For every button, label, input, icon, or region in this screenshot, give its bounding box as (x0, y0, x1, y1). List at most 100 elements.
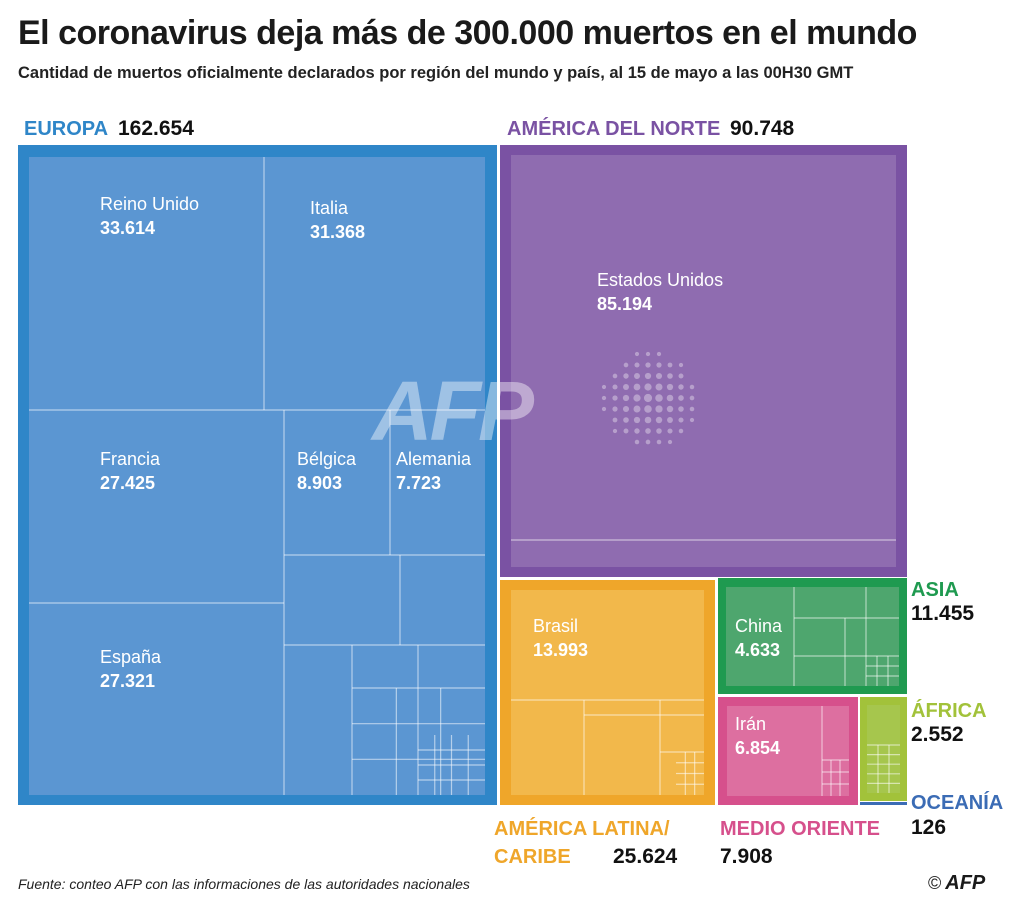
region-value-oceania: 126 (911, 816, 946, 839)
region-name-america-latina-2: CARIBE (494, 846, 571, 868)
globe-dot (612, 384, 618, 390)
globe-dot (645, 351, 651, 357)
region-oceania-bar (860, 802, 907, 805)
globe-dot (634, 351, 640, 357)
globe-dot (678, 384, 684, 390)
country-value-belgica: 8.903 (297, 473, 342, 493)
globe-dot (666, 383, 674, 391)
globe-dot (645, 439, 651, 445)
region-value-america-latina: 25.624 (613, 845, 678, 868)
country-name-francia: Francia (100, 449, 161, 469)
globe-dot (612, 417, 618, 423)
region-name-africa: ÁFRICA (911, 699, 987, 722)
country-name-china: China (735, 616, 783, 636)
country-name-italia: Italia (310, 198, 349, 218)
country-value-italia: 31.368 (310, 222, 365, 242)
source-note: Fuente: conteo AFP con las informaciones… (18, 876, 470, 892)
region-name-asia: ASIA (911, 579, 959, 601)
globe-dot (655, 416, 663, 424)
afp-watermark: AFP (370, 364, 535, 458)
region-value-africa: 2.552 (911, 723, 964, 746)
globe-dot (667, 362, 673, 368)
country-value-francia: 27.425 (100, 473, 155, 493)
globe-dot (645, 362, 651, 368)
globe-dot (655, 405, 663, 413)
globe-dot (633, 416, 641, 424)
globe-dot (643, 393, 653, 403)
region-medio-oriente-fill (727, 706, 849, 796)
globe-dot (666, 405, 674, 413)
region-asia-fill (726, 587, 899, 686)
globe-dot (623, 428, 629, 434)
globe-dot (678, 395, 684, 401)
region-value-europa: 162.654 (118, 117, 194, 140)
region-name-oceania: OCEANÍA (911, 791, 1003, 814)
globe-dot (678, 373, 684, 379)
globe-dot (678, 417, 684, 423)
region-name-america-norte: AMÉRICA DEL NORTE (507, 117, 720, 140)
afp-logo: AFP (945, 872, 986, 894)
globe-dot (634, 439, 640, 445)
globe-dot (623, 362, 629, 368)
region-name-europa: EUROPA (24, 118, 108, 140)
globe-dot (622, 405, 630, 413)
country-value-china: 4.633 (735, 640, 780, 660)
country-value-iran: 6.854 (735, 738, 780, 758)
globe-dot (689, 417, 695, 423)
globe-dot (678, 428, 684, 434)
region-america-norte-fill (511, 155, 896, 567)
globe-dot (634, 362, 640, 368)
globe-dot (644, 405, 652, 413)
page-subtitle: Cantidad de muertos oficialmente declara… (18, 64, 854, 82)
afp-watermark-globe (601, 351, 695, 445)
region-value-america-norte: 90.748 (730, 117, 795, 140)
globe-dot (645, 428, 651, 434)
globe-dot (689, 406, 695, 412)
globe-dot (633, 405, 641, 413)
globe-dot (612, 406, 618, 412)
globe-dot (634, 428, 640, 434)
globe-dot (601, 406, 607, 412)
globe-dot (655, 372, 663, 380)
globe-dot (667, 428, 673, 434)
region-africa-fill (867, 705, 900, 793)
globe-dot (678, 362, 684, 368)
region-europa-fill (29, 157, 485, 795)
page-title: El coronavirus deja más de 300.000 muert… (18, 14, 917, 52)
country-name-estados-unidos: Estados Unidos (597, 270, 723, 290)
globe-dot (656, 428, 662, 434)
region-value-medio-oriente: 7.908 (720, 845, 773, 868)
globe-dot (623, 384, 629, 390)
globe-dot (656, 362, 662, 368)
globe-dot (655, 383, 663, 391)
country-value-estados-unidos: 85.194 (597, 294, 652, 314)
country-name-alemania: Alemania (396, 449, 472, 469)
copyright-symbol: © (928, 873, 942, 893)
globe-dot (667, 439, 673, 445)
globe-dot (612, 373, 618, 379)
globe-dot (689, 384, 695, 390)
country-value-alemania: 7.723 (396, 473, 441, 493)
globe-dot (634, 373, 640, 379)
globe-dot (655, 394, 663, 402)
globe-dot (689, 395, 695, 401)
globe-dot (656, 351, 662, 357)
globe-dot (644, 372, 652, 380)
globe-dot (633, 383, 641, 391)
globe-dot (622, 394, 630, 402)
globe-dot (612, 428, 618, 434)
country-name-belgica: Bélgica (297, 449, 357, 469)
globe-dot (667, 417, 673, 423)
country-name-iran: Irán (735, 714, 766, 734)
globe-dot (601, 384, 607, 390)
country-value-reino-unido: 33.614 (100, 218, 155, 238)
region-name-medio-oriente: MEDIO ORIENTE (720, 818, 880, 840)
globe-dot (612, 395, 618, 401)
credit: © AFP (928, 872, 985, 895)
globe-dot (633, 394, 641, 402)
globe-dot (667, 373, 673, 379)
region-america-latina-fill (511, 590, 704, 795)
country-value-espana: 27.321 (100, 671, 155, 691)
globe-dot (666, 394, 674, 402)
